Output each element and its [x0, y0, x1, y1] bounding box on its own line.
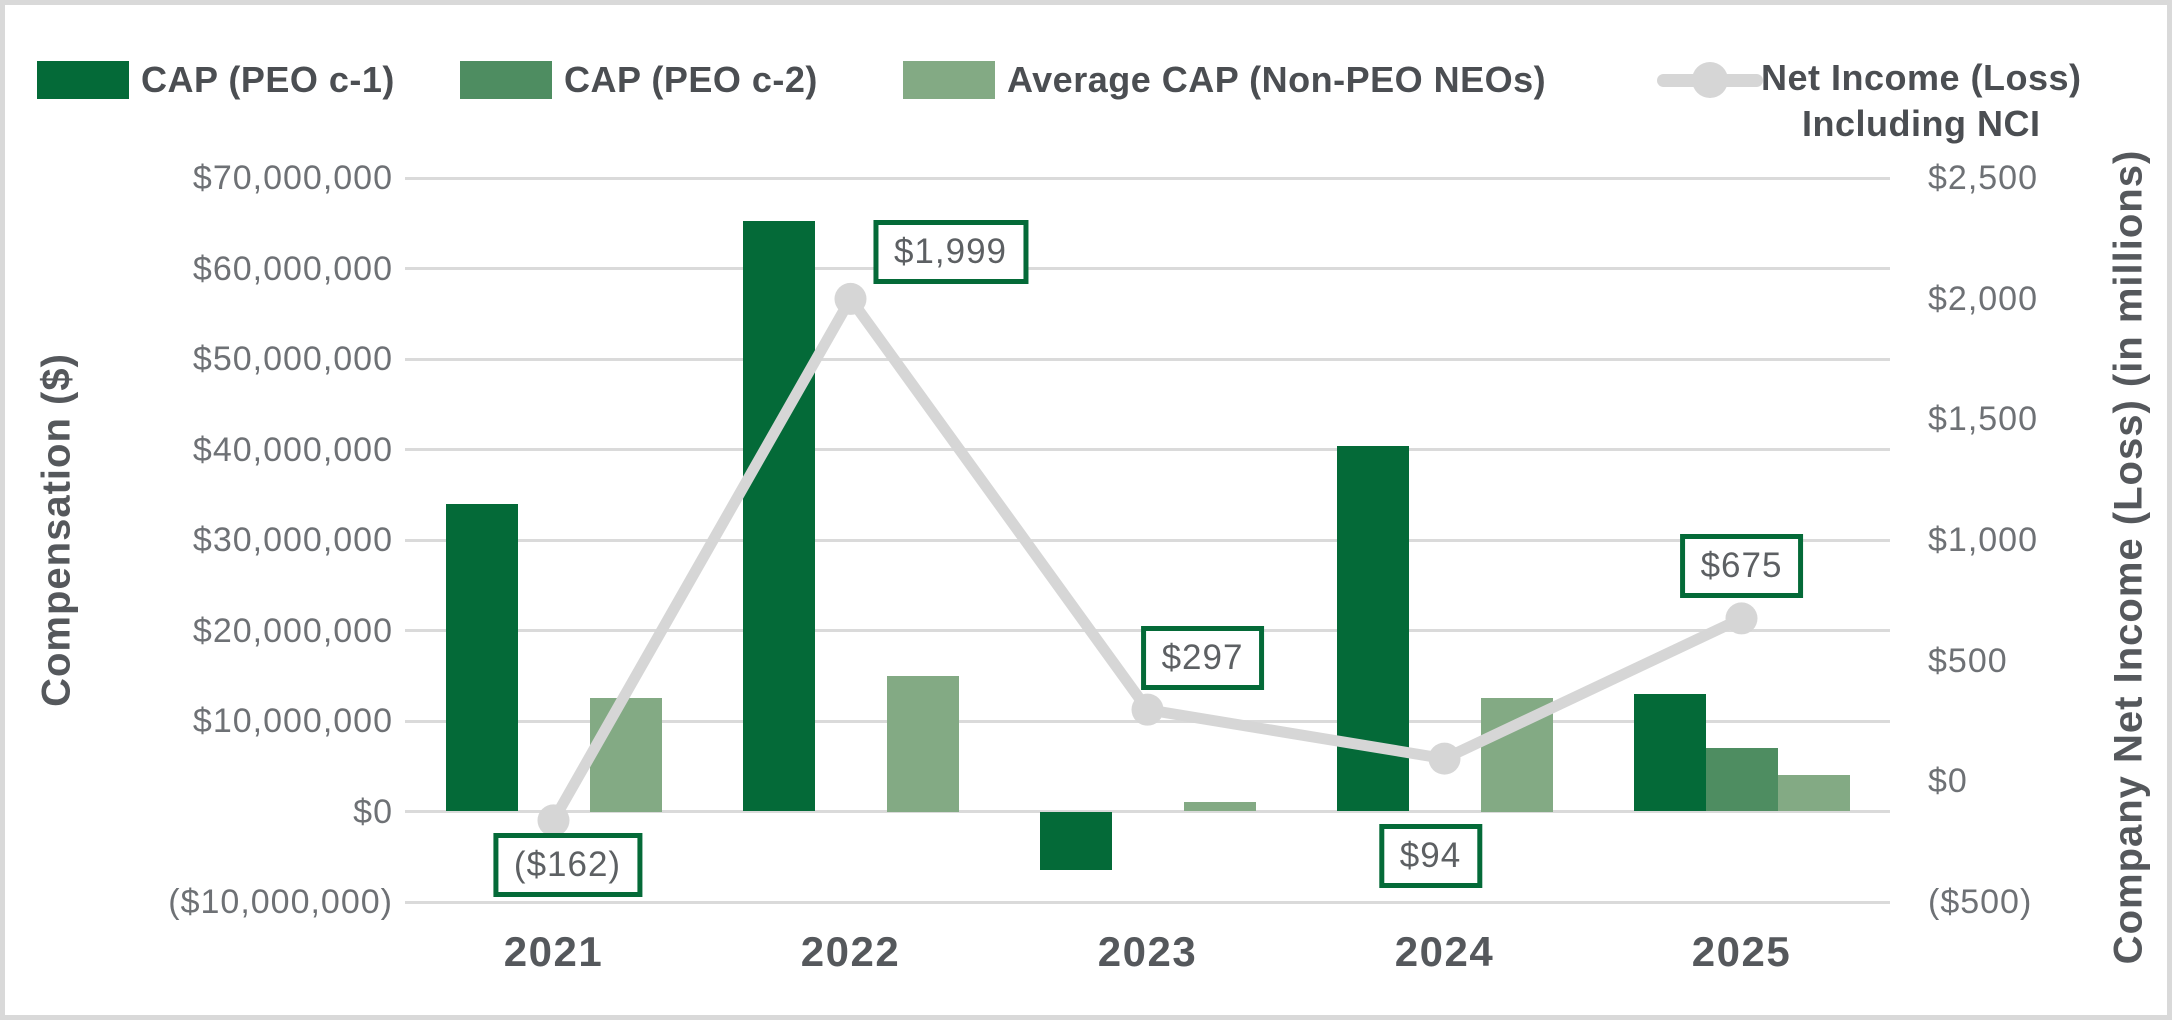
- x-axis-label-2021: 2021: [503, 928, 604, 975]
- bar-cap-peo-c-1-: [1633, 693, 1706, 812]
- right-axis-tick-label: $500: [1928, 641, 2008, 680]
- x-axis-label-2022: 2022: [800, 928, 901, 975]
- gridline: [405, 810, 1890, 813]
- x-axis-label-2023: 2023: [1097, 928, 1198, 975]
- gridline: [405, 357, 1890, 361]
- left-axis-tick-label: ($10,000,000): [168, 883, 393, 921]
- left-axis-tick-label: $0: [353, 792, 393, 831]
- x-axis-label-2025: 2025: [1691, 928, 1792, 975]
- net-income-label-2021: ($162): [492, 833, 643, 898]
- net-income-label-2024: $94: [1378, 823, 1483, 888]
- line-marker-icon: [1657, 61, 1763, 99]
- net-income-marker: [1428, 742, 1461, 775]
- gridline: [405, 538, 1890, 542]
- left-axis-tick-label: $20,000,000: [192, 611, 393, 650]
- net-income-marker: [1131, 693, 1164, 726]
- left-axis-tick-label: $30,000,000: [192, 521, 393, 559]
- net-income-marker: [537, 804, 570, 837]
- left-axis-tick-label: $60,000,000: [192, 249, 393, 288]
- net-income-line: [548, 293, 1747, 826]
- x-axis-label-2024: 2024: [1394, 928, 1495, 975]
- bar-average-cap-non-peo-neos-: [589, 698, 662, 812]
- gridline: [405, 267, 1890, 270]
- legend-swatch-avg-cap-non-peo: [903, 61, 995, 99]
- right-axis-tick-label: $0: [1928, 762, 1968, 801]
- net-income-line-layer: [537, 282, 1758, 837]
- bar-average-cap-non-peo-neos-: [1183, 802, 1256, 812]
- legend-label-net-income: Net Income (Loss) Including NCI: [1761, 57, 2082, 144]
- left-axis-tick-label: $50,000,000: [192, 340, 393, 378]
- legend-swatch-cap-peo-c2: [460, 61, 552, 99]
- legend-label-cap-peo-c1: CAP (PEO c-1): [141, 59, 395, 100]
- net-income-marker: [834, 282, 867, 315]
- bar-average-cap-non-peo-neos-: [886, 675, 959, 812]
- gridline: [405, 900, 1890, 904]
- net-income-marker: [1725, 602, 1758, 635]
- left-axis-tick-label: $40,000,000: [192, 430, 393, 469]
- right-axis-tick-label: $1,000: [1928, 521, 2038, 559]
- right-axis-tick-label: ($500): [1928, 883, 2033, 921]
- gridline: [405, 176, 1890, 180]
- bar-average-cap-non-peo-neos-: [1777, 775, 1850, 812]
- left-axis-tick-label: $10,000,000: [192, 702, 393, 740]
- legend-swatch-cap-peo-c1: [37, 61, 129, 99]
- left-axis-tick-label: $70,000,000: [192, 159, 393, 197]
- right-axis-tick-label: $2,000: [1928, 279, 2038, 318]
- right-axis-tick-label: $1,500: [1928, 400, 2038, 439]
- net-income-label-2022: $1,999: [872, 219, 1029, 284]
- legend-label-cap-peo-c2: CAP (PEO c-2): [564, 59, 818, 100]
- bar-cap-peo-c-2-: [1705, 748, 1778, 812]
- legend-label-avg-cap-non-peo: Average CAP (Non-PEO NEOs): [1007, 59, 1547, 100]
- bar-cap-peo-c-1-: [445, 503, 518, 812]
- gridline: [405, 448, 1890, 451]
- bar-cap-peo-c-1-: [1039, 811, 1112, 871]
- bar-cap-peo-c-1-: [742, 220, 815, 812]
- right-axis-tick-label: $2,500: [1928, 159, 2038, 197]
- net-income-label-2025: $675: [1679, 534, 1804, 599]
- net-income-label-2023: $297: [1140, 625, 1265, 690]
